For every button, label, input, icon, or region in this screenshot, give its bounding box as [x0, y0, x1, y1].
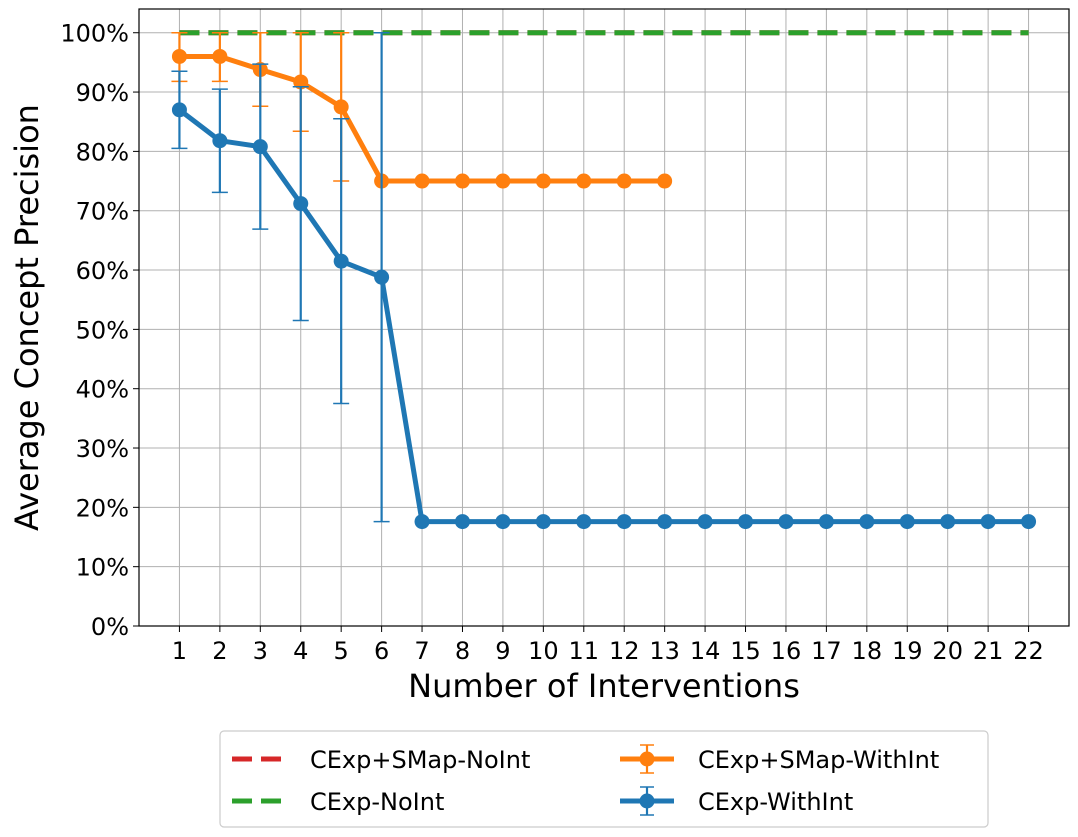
data-point: [980, 514, 996, 530]
legend-marker: [639, 751, 655, 767]
data-point: [778, 514, 794, 530]
data-point: [738, 514, 754, 530]
x-tick-label: 6: [374, 637, 389, 665]
x-tick-label: 17: [811, 637, 842, 665]
x-axis: 1 2 3 4 5 6 7 8 9 10 11 12 13 14 15 16 17 18 19 20 21 22: [172, 626, 1044, 665]
x-axis-label: Number of Interventions: [408, 667, 800, 705]
data-point: [374, 269, 390, 285]
data-point: [212, 48, 228, 64]
legend-label: CExp+SMap-WithInt: [698, 746, 939, 774]
legend-item: CExp+SMap-NoInt: [232, 746, 530, 774]
data-point: [333, 253, 349, 269]
x-tick-label: 12: [609, 637, 640, 665]
data-point: [576, 514, 592, 530]
series-layer: [171, 30, 1037, 530]
y-tick-label: 30%: [76, 435, 129, 463]
data-point: [171, 48, 187, 64]
data-point: [171, 102, 187, 118]
legend-marker: [639, 793, 655, 809]
y-tick-label: 50%: [76, 316, 129, 344]
x-tick-label: 22: [1013, 637, 1044, 665]
x-tick-label: 2: [212, 637, 227, 665]
data-point: [818, 514, 834, 530]
data-point: [1021, 514, 1037, 530]
data-point: [495, 173, 511, 189]
plot-area-frame: [138, 8, 1070, 627]
y-axis: 0% 10% 20% 30% 40% 50% 60% 70% 80% 90% 100%: [60, 20, 139, 641]
x-tick-label: 21: [973, 637, 1004, 665]
data-point: [414, 514, 430, 530]
x-tick-label: 5: [334, 637, 349, 665]
data-point: [859, 514, 875, 530]
x-tick-label: 14: [690, 637, 721, 665]
data-point: [657, 173, 673, 189]
data-point: [535, 173, 551, 189]
y-tick-label: 90%: [76, 79, 129, 107]
x-tick-label: 20: [932, 637, 963, 665]
data-point: [293, 74, 309, 90]
x-tick-label: 1: [172, 637, 187, 665]
y-tick-label: 20%: [76, 494, 129, 522]
series-cexp-withint: [171, 31, 1037, 530]
data-point: [454, 173, 470, 189]
x-tick-label: 10: [528, 637, 559, 665]
data-point: [697, 514, 713, 530]
data-point: [333, 99, 349, 115]
y-tick-label: 0%: [91, 613, 129, 641]
legend-label: CExp+SMap-NoInt: [310, 746, 530, 774]
legend-item: CExp-WithInt: [620, 786, 853, 816]
x-tick-label: 18: [852, 637, 883, 665]
legend-item: CExp-NoInt: [232, 788, 444, 816]
data-point: [616, 514, 632, 530]
x-tick-label: 19: [892, 637, 923, 665]
data-point: [616, 173, 632, 189]
legend-label: CExp-WithInt: [698, 788, 853, 816]
y-tick-label: 10%: [76, 554, 129, 582]
x-tick-label: 4: [293, 637, 308, 665]
legend-box: [219, 730, 989, 828]
x-tick-label: 16: [771, 637, 802, 665]
data-point: [252, 139, 268, 155]
y-tick-label: 40%: [76, 376, 129, 404]
y-tick-label: 80%: [76, 138, 129, 166]
legend: CExp+SMap-NoInt CExp-NoInt CExp+SMap-WithI…: [219, 730, 989, 828]
y-tick-label: 100%: [60, 20, 129, 48]
data-point: [899, 514, 915, 530]
y-tick-label: 70%: [76, 198, 129, 226]
y-tick-label: 60%: [76, 257, 129, 285]
x-tick-label: 8: [455, 637, 470, 665]
y-axis-label: Average Concept Precision: [8, 104, 46, 531]
data-point: [940, 514, 956, 530]
x-tick-label: 7: [414, 637, 429, 665]
x-tick-label: 3: [253, 637, 268, 665]
series-line: [177, 107, 1029, 525]
legend-label: CExp-NoInt: [310, 788, 444, 816]
legend-item: CExp+SMap-WithInt: [620, 744, 939, 774]
x-tick-label: 13: [649, 637, 680, 665]
data-point: [293, 196, 309, 212]
data-point: [454, 514, 470, 530]
x-tick-label: 9: [495, 637, 510, 665]
data-point: [414, 173, 430, 189]
x-tick-label: 15: [730, 637, 761, 665]
data-point: [657, 514, 673, 530]
data-point: [535, 514, 551, 530]
grid: [139, 9, 1069, 627]
data-point: [495, 514, 511, 530]
data-point: [212, 133, 228, 149]
x-tick-label: 11: [569, 637, 600, 665]
data-point: [576, 173, 592, 189]
